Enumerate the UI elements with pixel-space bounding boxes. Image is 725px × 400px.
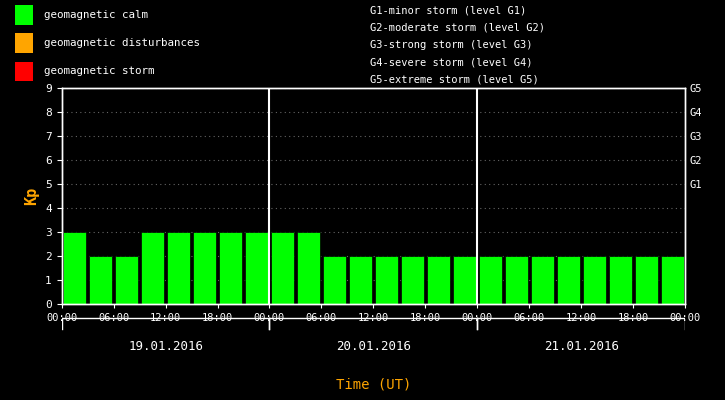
Bar [14,34,33,53]
Bar [349,256,372,304]
Bar [609,256,631,304]
Bar [115,256,138,304]
Text: G5-extreme storm (level G5): G5-extreme storm (level G5) [370,74,539,84]
Bar [375,256,398,304]
Text: G3-strong storm (level G3): G3-strong storm (level G3) [370,40,532,50]
Bar [427,256,450,304]
Bar [478,256,502,304]
Bar [89,256,112,304]
Text: geomagnetic calm: geomagnetic calm [44,10,147,20]
Text: 20.01.2016: 20.01.2016 [336,340,411,354]
Text: geomagnetic storm: geomagnetic storm [44,66,154,76]
Text: 19.01.2016: 19.01.2016 [128,340,203,354]
Bar [660,256,684,304]
Bar [505,256,528,304]
Bar [193,232,216,304]
Bar [453,256,476,304]
Bar [245,232,268,304]
Bar [219,232,242,304]
Bar [141,232,164,304]
Text: G4-severe storm (level G4): G4-severe storm (level G4) [370,57,532,67]
Bar [271,232,294,304]
Text: 21.01.2016: 21.01.2016 [544,340,618,354]
Bar [531,256,554,304]
Text: Time (UT): Time (UT) [336,377,411,391]
Text: G2-moderate storm (level G2): G2-moderate storm (level G2) [370,23,544,33]
Bar [401,256,424,304]
Bar [14,62,33,81]
Bar [583,256,605,304]
Bar [14,5,33,25]
Bar [297,232,320,304]
Bar [167,232,190,304]
Y-axis label: Kp: Kp [25,187,40,205]
Bar [557,256,580,304]
Text: geomagnetic disturbances: geomagnetic disturbances [44,38,199,48]
Bar [634,256,658,304]
Bar [323,256,346,304]
Bar [63,232,86,304]
Text: G1-minor storm (level G1): G1-minor storm (level G1) [370,6,526,16]
